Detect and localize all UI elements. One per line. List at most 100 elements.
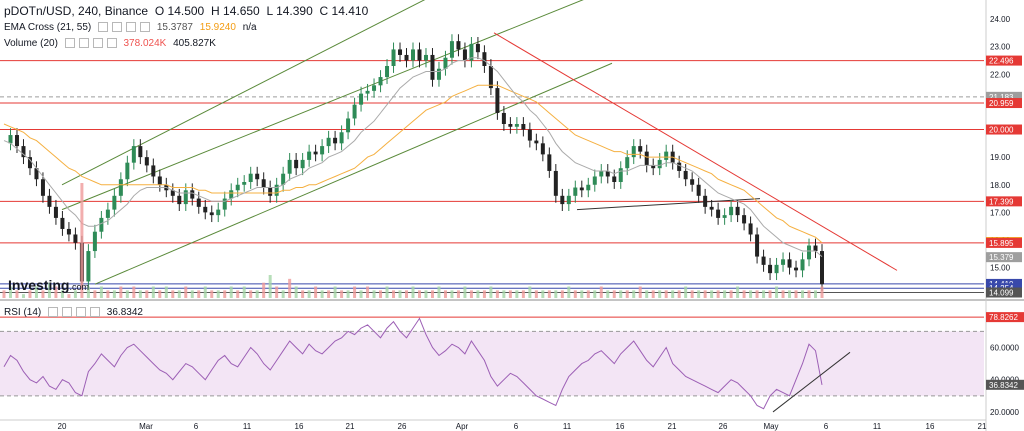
- x-tick-label: 11: [873, 422, 882, 431]
- close-icon[interactable]: [92, 38, 103, 49]
- volume-bar: [443, 290, 447, 298]
- x-tick-label: 16: [926, 422, 935, 431]
- level-tag: [986, 55, 1022, 66]
- candle-body: [709, 206, 714, 210]
- x-tick-label: Apr: [456, 422, 469, 431]
- rsi-label: RSI (14): [4, 307, 42, 318]
- volume-bar: [86, 286, 90, 298]
- volume-bar: [184, 286, 188, 298]
- volume-bar: [619, 290, 623, 298]
- candle-body: [605, 170, 610, 177]
- close-icon[interactable]: [76, 307, 87, 318]
- volume-bar: [424, 290, 428, 298]
- volume-label: Volume (20): [4, 38, 58, 49]
- eye-icon[interactable]: [48, 307, 59, 318]
- low-value: L 14.390: [266, 4, 313, 18]
- candle-body: [508, 124, 513, 127]
- eye-icon[interactable]: [98, 22, 109, 33]
- volume-bar: [645, 290, 649, 298]
- candle-body: [625, 157, 630, 169]
- volume-bar: [625, 290, 629, 298]
- volume-bar: [710, 290, 714, 298]
- candle-body: [40, 179, 45, 196]
- candle-body: [488, 66, 493, 89]
- candle-body: [242, 182, 247, 185]
- volume-bar: [171, 290, 175, 298]
- candle-body: [800, 259, 805, 271]
- volume-bar: [781, 290, 785, 298]
- y-tick-label: 23.00: [990, 43, 1011, 52]
- volume-bar: [288, 278, 292, 298]
- settings-icon[interactable]: [112, 22, 123, 33]
- candle-body: [482, 52, 487, 66]
- more-icon[interactable]: [106, 38, 117, 49]
- rsi-value: 36.8342: [106, 307, 143, 318]
- volume-bar: [268, 275, 272, 298]
- y-tick-label: 24.00: [990, 15, 1011, 24]
- volume-bar: [703, 290, 707, 298]
- candle-body: [696, 184, 701, 196]
- candle-body: [475, 43, 480, 53]
- volume-bar: [138, 290, 142, 298]
- volume-bar: [690, 290, 694, 298]
- channel-lower-line: [94, 62, 613, 285]
- candle-body: [651, 165, 656, 169]
- volume-bar: [262, 282, 266, 298]
- settings-icon[interactable]: [78, 38, 89, 49]
- settings-icon[interactable]: [62, 307, 73, 318]
- level-tag-label: 14.099: [989, 289, 1014, 298]
- eye-icon[interactable]: [64, 38, 75, 49]
- volume-bar: [567, 286, 571, 298]
- volume-bar: [697, 290, 701, 298]
- volume-bar: [359, 290, 363, 298]
- volume-bar: [106, 290, 110, 298]
- volume-bar: [541, 290, 545, 298]
- candle-body: [209, 212, 214, 216]
- volume-bar: [515, 290, 519, 298]
- volume-bar: [762, 290, 766, 298]
- volume-bar: [521, 290, 525, 298]
- x-tick-label: 21: [668, 422, 677, 431]
- candle-body: [527, 129, 532, 141]
- candle-body: [534, 140, 539, 144]
- candle-body: [748, 223, 753, 235]
- candle-body: [14, 135, 19, 147]
- volume-bar: [366, 286, 370, 298]
- candle-body: [307, 151, 312, 160]
- volume-bar: [47, 282, 51, 298]
- logo-text: Investing: [8, 277, 70, 293]
- candle-body: [391, 49, 396, 66]
- volume-bar: [255, 290, 259, 298]
- volume-bar: [340, 290, 344, 298]
- volume-bar: [775, 286, 779, 298]
- volume-bar: [580, 290, 584, 298]
- volume-bar: [223, 290, 227, 298]
- x-tick-label: Mar: [139, 422, 153, 431]
- candle-body: [521, 124, 526, 130]
- volume-bar: [664, 290, 668, 298]
- volume-bar: [476, 290, 480, 298]
- candle-body: [255, 173, 260, 180]
- volume-value-2: 405.827K: [173, 38, 216, 49]
- candle-body: [677, 162, 682, 171]
- level-tag: [986, 91, 1022, 102]
- volume-bar: [236, 290, 240, 298]
- more-icon[interactable]: [90, 307, 101, 318]
- candle-body: [599, 170, 604, 177]
- ema-slow-line: [3, 84, 823, 244]
- rsi-line: [3, 317, 823, 410]
- rsi-tag: [986, 312, 1024, 323]
- logo-suffix: .com: [69, 282, 89, 292]
- candle-body: [573, 187, 578, 196]
- candle-body: [547, 154, 552, 171]
- candle-body: [586, 184, 591, 191]
- close-icon[interactable]: [126, 22, 137, 33]
- x-tick-label: 16: [295, 422, 304, 431]
- rsi-trendline: [772, 351, 851, 413]
- candle-body: [183, 190, 188, 205]
- more-icon[interactable]: [140, 22, 151, 33]
- volume-bar: [593, 290, 597, 298]
- volume-bar: [294, 286, 298, 298]
- candle-body: [352, 104, 357, 119]
